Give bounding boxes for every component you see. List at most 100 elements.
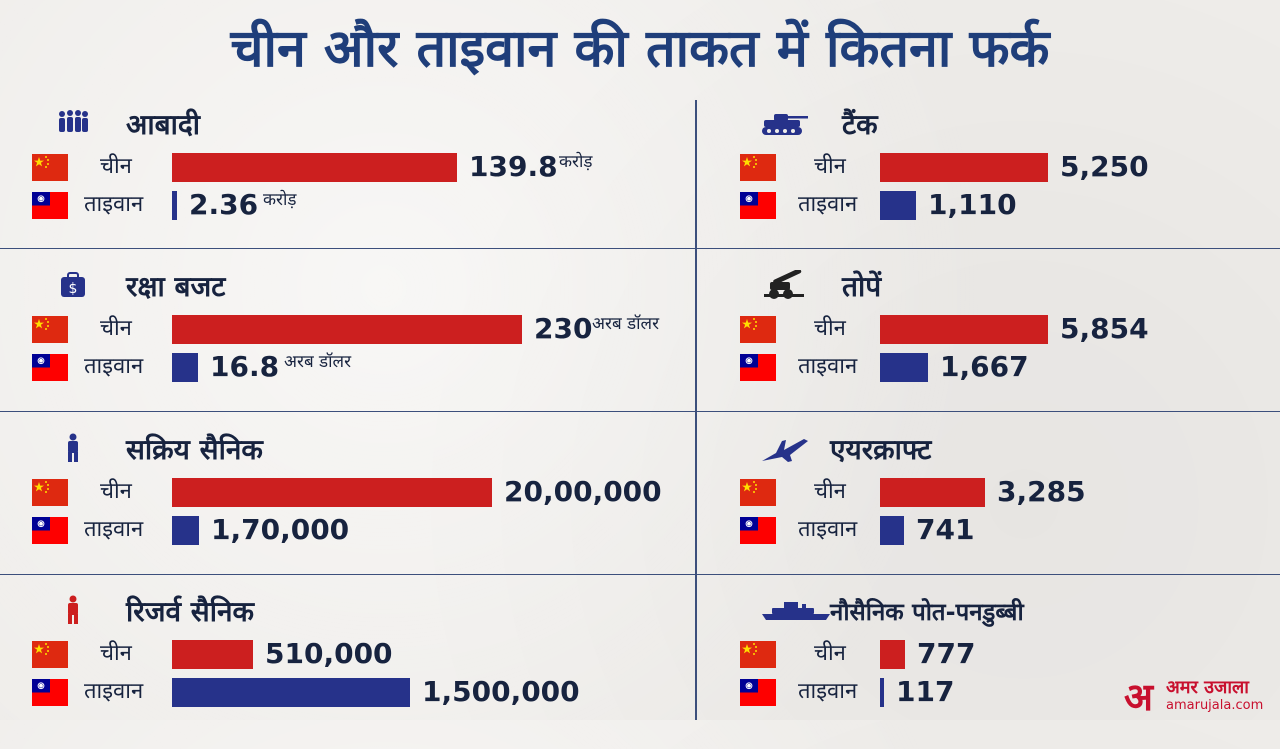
stat-panel: रिजर्व सैनिक चीन 510,000 ताइवान 1,500,000 — [0, 587, 640, 749]
country-label: चीन — [100, 641, 132, 666]
country-label: ताइवान — [798, 517, 858, 542]
country-label: ताइवान — [84, 679, 144, 704]
value-label: 5,250 — [1060, 150, 1149, 183]
china-bar — [172, 315, 522, 344]
china-bar — [880, 153, 1048, 182]
population-icon — [56, 108, 90, 138]
value-label: 1,500,000 — [422, 675, 580, 708]
value-label: 5,854 — [1060, 312, 1149, 345]
value-label: 1,110 — [928, 188, 1017, 221]
country-label: चीन — [100, 316, 132, 341]
country-label: ताइवान — [798, 192, 858, 217]
taiwan-bar — [172, 353, 198, 382]
svg-text:$: $ — [69, 281, 78, 297]
value-label: 139.8 — [469, 150, 558, 183]
unit-label: करोड़ — [559, 152, 593, 172]
country-label: ताइवान — [798, 354, 858, 379]
taiwan-flag-icon — [32, 192, 68, 219]
stat-panel: तोपें चीन 5,854 ताइवान 1,667 — [708, 262, 1280, 424]
stat-panel: नौसैनिक पोत-पनडुब्बी चीन 777 ताइवान 117 — [708, 587, 1280, 749]
country-label: ताइवान — [798, 679, 858, 704]
tank-icon — [760, 108, 810, 138]
taiwan-bar — [880, 678, 884, 707]
panel-title: रक्षा बजट — [126, 270, 226, 303]
logo-mark: अ — [1124, 675, 1154, 719]
panel-title: एयरक्राफ्ट — [830, 433, 932, 466]
taiwan-flag-icon — [740, 679, 776, 706]
china-flag-icon — [32, 316, 68, 343]
china-bar — [172, 153, 457, 182]
taiwan-flag-icon — [32, 354, 68, 381]
logo-name: अमर उजाला — [1166, 677, 1249, 698]
artillery-icon — [760, 268, 810, 300]
row-divider — [0, 411, 1280, 412]
taiwan-flag-icon — [32, 679, 68, 706]
value-label: 230 — [534, 312, 593, 345]
china-flag-icon — [32, 479, 68, 506]
taiwan-flag-icon — [740, 517, 776, 544]
row-divider — [0, 574, 1280, 575]
value-label: 1,70,000 — [211, 513, 350, 546]
taiwan-bar — [172, 678, 410, 707]
country-label: चीन — [814, 154, 846, 179]
taiwan-bar — [880, 516, 904, 545]
country-label: चीन — [814, 479, 846, 504]
china-flag-icon — [740, 641, 776, 668]
china-flag-icon — [740, 316, 776, 343]
column-divider — [695, 100, 697, 720]
country-label: चीन — [814, 641, 846, 666]
taiwan-bar — [172, 191, 177, 220]
value-label: 741 — [916, 513, 975, 546]
panel-title: नौसैनिक पोत-पनडुब्बी — [830, 598, 1024, 626]
panel-title: रिजर्व सैनिक — [126, 595, 255, 628]
value-label: 16.8 — [210, 350, 280, 383]
value-label: 3,285 — [997, 475, 1086, 508]
stat-panel: सक्रिय सैनिक चीन 20,00,000 ताइवान 1,70,000 — [0, 425, 662, 587]
china-flag-icon — [740, 479, 776, 506]
panel-title: टैंक — [842, 108, 878, 141]
stat-panel: टैंक चीन 5,250 ताइवान 1,110 — [708, 100, 1280, 262]
china-bar — [880, 640, 905, 669]
amarujala-logo: अ अमर उजाला amarujala.com — [1124, 676, 1274, 718]
panel-title: आबादी — [126, 108, 200, 141]
unit-label: अरब डॉलर — [592, 314, 660, 334]
stat-panel: एयरक्राफ्ट चीन 3,285 ताइवान 741 — [708, 425, 1280, 587]
panel-title: सक्रिय सैनिक — [126, 433, 263, 466]
taiwan-flag-icon — [740, 354, 776, 381]
country-label: ताइवान — [84, 354, 144, 379]
value-label: 1,667 — [940, 350, 1029, 383]
china-bar — [880, 478, 985, 507]
taiwan-flag-icon — [740, 192, 776, 219]
value-label: 777 — [917, 637, 976, 670]
country-label: चीन — [100, 154, 132, 179]
china-bar — [172, 640, 253, 669]
value-label: 510,000 — [265, 637, 393, 670]
china-flag-icon — [32, 641, 68, 668]
unit-label: करोड़ — [263, 190, 297, 210]
taiwan-bar — [880, 353, 928, 382]
china-flag-icon — [32, 154, 68, 181]
aircraft-icon — [760, 433, 810, 463]
value-label: 117 — [896, 675, 955, 708]
stat-panel: $ रक्षा बजट चीन 230 अरब डॉलर ताइवान 16.8 अरब डॉ… — [0, 262, 659, 424]
submarine-icon — [760, 599, 834, 629]
reserve-soldier-icon — [56, 595, 90, 625]
china-bar — [172, 478, 492, 507]
country-label: ताइवान — [84, 517, 144, 542]
budget-icon: $ — [56, 270, 90, 300]
row-divider — [0, 248, 1280, 249]
china-flag-icon — [740, 154, 776, 181]
panel-title: तोपें — [842, 270, 882, 303]
country-label: ताइवान — [84, 192, 144, 217]
country-label: चीन — [814, 316, 846, 341]
taiwan-bar — [172, 516, 199, 545]
soldier-icon — [56, 433, 90, 463]
logo-url: amarujala.com — [1166, 698, 1264, 713]
taiwan-bar — [880, 191, 916, 220]
china-bar — [880, 315, 1048, 344]
stat-panel: आबादी चीन 139.8 करोड़ ताइवान 2.36 करोड़ — [0, 100, 640, 262]
value-label: 20,00,000 — [504, 475, 662, 508]
unit-label: अरब डॉलर — [284, 352, 352, 372]
value-label: 2.36 — [189, 188, 259, 221]
page-title: चीन और ताइवान की ताकत में कितना फर्क — [230, 19, 1050, 79]
